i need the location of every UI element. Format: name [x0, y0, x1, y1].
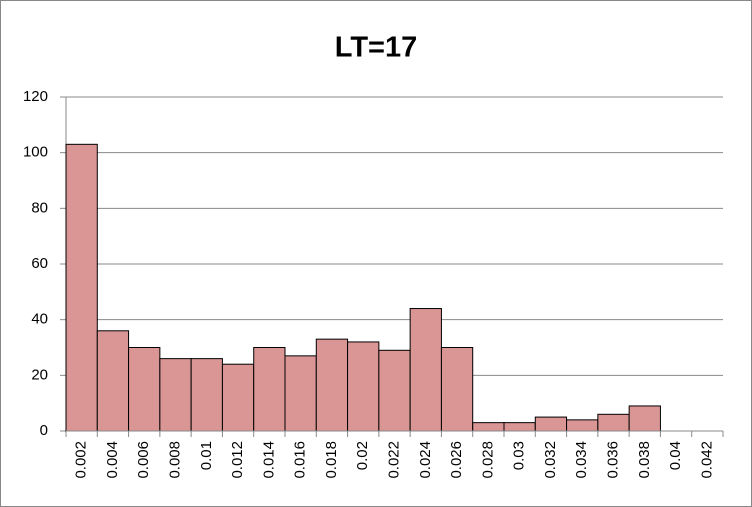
x-tick-label: 0.01 — [198, 441, 215, 470]
bar — [409, 308, 442, 432]
bar — [315, 338, 349, 432]
x-tick-label: 0.018 — [323, 441, 340, 479]
bar — [65, 143, 98, 432]
x-tick-label: 0.02 — [354, 441, 371, 470]
bar — [503, 422, 536, 432]
x-tick-label: 0.03 — [511, 441, 528, 470]
bar — [597, 413, 630, 432]
x-tick-label: 0.012 — [229, 441, 246, 479]
x-tick-label: 0.002 — [73, 441, 90, 479]
y-tick-label: 20 — [31, 366, 48, 383]
x-tick-label: 0.032 — [542, 441, 559, 479]
x-tick-label: 0.026 — [448, 441, 465, 479]
bar — [159, 358, 192, 432]
x-tick-label: 0.042 — [698, 441, 715, 479]
x-tick-label: 0.004 — [104, 441, 121, 479]
bar — [96, 330, 130, 432]
x-tick-label: 0.028 — [479, 441, 496, 479]
x-tick-label: 0.034 — [573, 441, 590, 479]
x-tick-label: 0.014 — [260, 441, 277, 479]
y-tick-label: 0 — [40, 422, 48, 439]
bar — [128, 347, 161, 432]
x-tick-label: 0.006 — [135, 441, 152, 479]
bar — [566, 419, 599, 432]
x-tick-label: 0.024 — [417, 441, 434, 479]
bar — [347, 341, 380, 432]
bar — [534, 416, 568, 432]
y-tick-label: 40 — [31, 311, 48, 328]
y-tick-label: 60 — [31, 255, 48, 272]
x-tick-label: 0.04 — [667, 441, 684, 470]
x-tick-label: 0.016 — [292, 441, 309, 479]
bar — [628, 405, 661, 432]
bar — [190, 358, 223, 432]
x-tick-label: 0.036 — [604, 441, 621, 479]
y-tick-label: 100 — [23, 144, 48, 161]
bar — [284, 355, 317, 432]
bar — [378, 349, 411, 432]
x-tick-label: 0.038 — [636, 441, 653, 479]
x-tick-label: 0.008 — [166, 441, 183, 479]
chart-title: LT=17 — [335, 32, 417, 64]
bar — [221, 363, 255, 432]
bar — [440, 347, 474, 432]
y-tick-label: 120 — [23, 88, 48, 105]
bar — [472, 422, 505, 432]
y-tick-label: 80 — [31, 199, 48, 216]
bar — [253, 347, 286, 432]
x-tick-label: 0.022 — [385, 441, 402, 479]
